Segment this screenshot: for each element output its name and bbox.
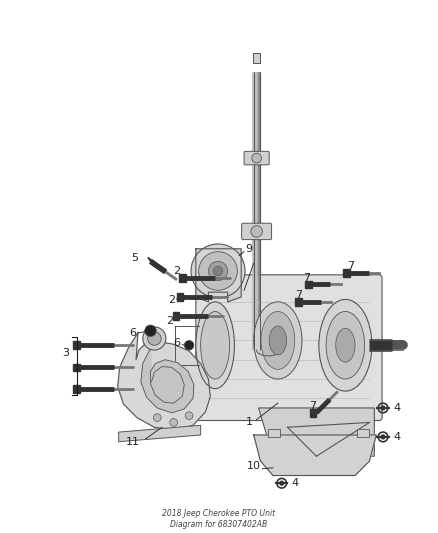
Text: 7: 7 xyxy=(346,261,354,271)
Ellipse shape xyxy=(201,311,230,379)
Text: 6: 6 xyxy=(130,328,137,338)
Circle shape xyxy=(145,325,156,336)
Text: 5: 5 xyxy=(131,253,138,263)
Text: 4: 4 xyxy=(393,403,400,413)
Circle shape xyxy=(381,435,385,439)
Text: 2: 2 xyxy=(168,295,175,305)
Bar xyxy=(177,293,184,301)
Text: 4: 4 xyxy=(292,478,299,488)
Bar xyxy=(357,429,368,437)
Circle shape xyxy=(199,252,237,290)
Ellipse shape xyxy=(196,302,234,389)
Ellipse shape xyxy=(326,311,365,379)
Bar xyxy=(310,409,316,417)
Text: 4: 4 xyxy=(393,432,400,442)
Circle shape xyxy=(213,266,223,276)
Ellipse shape xyxy=(269,326,286,355)
FancyBboxPatch shape xyxy=(244,151,269,165)
Circle shape xyxy=(251,225,262,237)
Polygon shape xyxy=(119,425,201,442)
Polygon shape xyxy=(141,348,194,413)
Circle shape xyxy=(153,414,161,422)
Bar xyxy=(253,53,261,62)
Circle shape xyxy=(208,261,228,280)
Text: 10: 10 xyxy=(247,461,261,471)
Circle shape xyxy=(184,341,194,350)
Bar xyxy=(295,298,302,306)
Text: 11: 11 xyxy=(126,437,140,447)
Ellipse shape xyxy=(319,300,372,391)
Circle shape xyxy=(252,154,261,163)
Text: 2: 2 xyxy=(166,316,173,326)
Ellipse shape xyxy=(261,311,295,369)
Circle shape xyxy=(280,481,284,485)
Circle shape xyxy=(170,418,177,426)
Circle shape xyxy=(148,332,161,345)
Bar xyxy=(73,364,80,372)
Text: 3: 3 xyxy=(62,348,69,358)
Text: 7: 7 xyxy=(309,401,316,411)
Circle shape xyxy=(191,244,245,298)
Circle shape xyxy=(143,327,166,350)
Polygon shape xyxy=(118,333,210,430)
FancyBboxPatch shape xyxy=(196,275,382,421)
Polygon shape xyxy=(196,249,241,302)
Bar xyxy=(73,385,80,392)
Text: 7: 7 xyxy=(303,273,311,282)
Circle shape xyxy=(381,406,385,410)
Bar xyxy=(305,280,311,288)
FancyBboxPatch shape xyxy=(242,223,272,240)
Bar xyxy=(173,312,180,320)
Text: 2018 Jeep Cherokee PTO Unit
Diagram for 68307402AB: 2018 Jeep Cherokee PTO Unit Diagram for … xyxy=(162,509,276,529)
Polygon shape xyxy=(258,408,374,456)
Polygon shape xyxy=(148,257,158,269)
Text: 9: 9 xyxy=(245,244,252,254)
Bar xyxy=(73,342,80,349)
Text: 8: 8 xyxy=(233,284,241,297)
Text: 7: 7 xyxy=(296,290,303,300)
Text: 2: 2 xyxy=(173,266,180,276)
Circle shape xyxy=(185,412,193,419)
Text: 6: 6 xyxy=(173,338,180,349)
Text: 1: 1 xyxy=(245,417,252,427)
Ellipse shape xyxy=(336,328,355,362)
Bar xyxy=(180,274,186,281)
Bar xyxy=(343,269,350,277)
Ellipse shape xyxy=(254,302,302,379)
Bar xyxy=(268,429,280,437)
Polygon shape xyxy=(254,435,376,475)
